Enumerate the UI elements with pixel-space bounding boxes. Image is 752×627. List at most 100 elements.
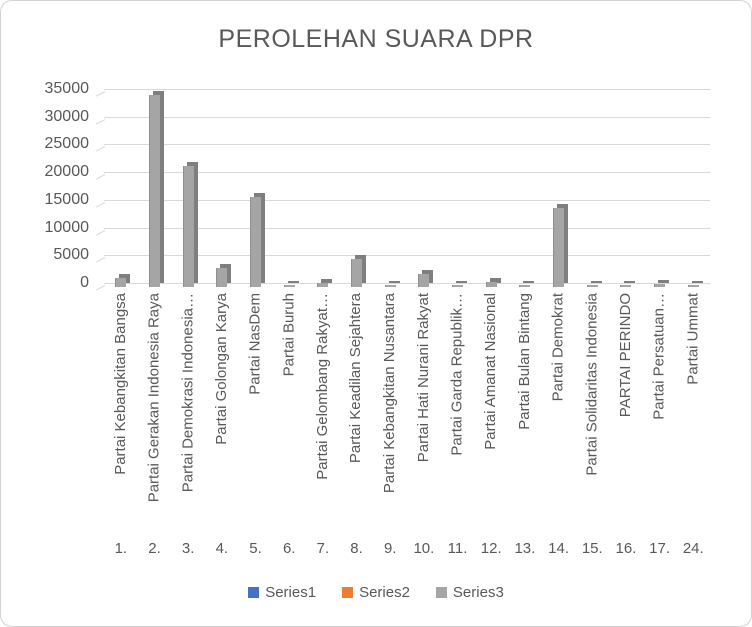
gridline [104, 227, 710, 229]
bar-slot [407, 93, 441, 287]
legend-label: Series3 [452, 583, 504, 601]
bar-slot [272, 93, 306, 287]
y-tick-label: 25000 [44, 135, 90, 153]
chart-title: PEROLEHAN SUARA DPR [218, 25, 534, 53]
category-number: 1. [114, 540, 128, 557]
bar-slot [609, 93, 643, 287]
category-label: Partai Amanat Nasional [482, 293, 500, 450]
category-label-slot: Partai Kebangkitan Nusantara [373, 291, 407, 531]
bar[interactable] [384, 285, 396, 287]
category-label-slot: Partai Hati Nurani Rakyat [407, 291, 441, 531]
gridline [104, 144, 710, 146]
category-label: Partai Kebangkitan Bangsa [111, 293, 129, 475]
legend-swatch-icon [342, 586, 354, 598]
y-tick-label: 0 [80, 274, 89, 291]
gridline [104, 199, 710, 201]
bar[interactable] [485, 281, 497, 287]
bar[interactable] [149, 94, 160, 287]
category-label-slot: Partai Demokrasi Indonesia… [171, 291, 205, 531]
bar-slot [575, 93, 609, 287]
legend-label: Series2 [359, 583, 410, 601]
bar-slot [542, 93, 576, 287]
category-number: 14. [548, 540, 569, 557]
category-number: 7. [316, 540, 330, 557]
category-number: 24. [682, 540, 704, 557]
x-axis-numbers: 1. 2. 3. 4. 5. 6. 7. 8. 9. 10. 11. 12. 13. 14. 15. 16. 1… [104, 540, 710, 560]
legend-item-series3[interactable]: Series3 [435, 583, 504, 601]
bar-slot [239, 93, 273, 287]
bar-slot [340, 93, 374, 287]
bar[interactable] [586, 284, 598, 287]
category-label-slot: Partai Persatuan… [643, 291, 677, 531]
category-number: 9. [383, 540, 397, 557]
category-label: Partai Keadilan Sejahtera [347, 293, 365, 464]
y-axis: 35000 30000 25000 20000 15000 10000 5000 0 [19, 80, 90, 291]
bar[interactable] [687, 285, 699, 287]
category-label-slot: Partai Golongan Karya [205, 291, 239, 531]
gridline [104, 89, 710, 90]
category-number: 15. [581, 540, 603, 557]
category-number: 3. [181, 540, 195, 557]
bar[interactable] [283, 285, 295, 287]
category-label: Partai Demokrat [549, 293, 567, 402]
category-number: 6. [282, 540, 296, 557]
bar[interactable] [182, 165, 194, 287]
y-tick-label: 15000 [44, 190, 90, 208]
category-label: Partai Buruh [280, 293, 298, 377]
bar[interactable] [654, 284, 666, 287]
bar-slot [171, 93, 205, 287]
gridline [104, 283, 710, 284]
bar-slot [643, 93, 677, 287]
gridline [104, 116, 710, 118]
bar[interactable] [115, 278, 127, 287]
category-label: Partai Persatuan… [650, 293, 668, 420]
legend-item-series2[interactable]: Series2 [342, 584, 410, 601]
category-number: 10. [413, 540, 435, 557]
bar[interactable] [216, 268, 228, 287]
y-tick-label: 20000 [44, 163, 90, 181]
category-label-slot: Partai Buruh [272, 291, 306, 531]
bar-slot [306, 93, 340, 287]
legend-swatch-icon [435, 586, 447, 598]
legend-swatch-icon [248, 586, 260, 598]
bar[interactable] [418, 274, 430, 287]
category-number: 2. [148, 540, 161, 557]
category-label: Partai Garda Republik… [448, 293, 466, 456]
category-label: Partai Golongan Karya [212, 293, 230, 445]
category-label-slot: Partai Garda Republik… [441, 291, 475, 531]
y-tick-label: 30000 [44, 107, 90, 125]
category-label: Partai Ummat [684, 293, 702, 385]
category-label: PARTAI PERINDO [616, 293, 634, 418]
category-label-slot: Partai Gerakan Indonesia Raya [138, 291, 172, 531]
bar-slot [104, 93, 138, 287]
bar[interactable] [250, 196, 262, 287]
category-label: Partai Solidaritas Indonesia [583, 293, 601, 476]
bar[interactable] [620, 285, 632, 287]
category-label-slot: Partai Kebangkitan Bangsa [104, 291, 138, 531]
bar-slot [138, 93, 172, 287]
x-axis-labels: Partai Kebangkitan Bangsa Partai Gerakan … [104, 291, 710, 531]
category-number: 5. [249, 540, 262, 557]
bar-slot [508, 93, 542, 287]
category-label-slot: Partai Solidaritas Indonesia [575, 291, 609, 531]
legend-item-series1[interactable]: Series1 [248, 584, 316, 601]
bar[interactable] [553, 208, 565, 287]
bar[interactable] [452, 285, 464, 287]
category-label-slot: Partai NasDem [239, 291, 273, 531]
category-number: 17. [649, 540, 671, 557]
bar[interactable] [519, 285, 531, 287]
category-number: 4. [215, 540, 229, 557]
category-label: Partai Hati Nurani Rakyat [414, 293, 432, 463]
bar-slot [205, 93, 239, 287]
bar-slot [373, 93, 407, 287]
bar-slot [441, 93, 475, 287]
bar[interactable] [351, 258, 363, 287]
category-label-slot: Partai Gelombang Rakyat… [306, 291, 340, 531]
gridline [104, 172, 710, 174]
bar-slot [676, 93, 710, 287]
category-label-slot: Partai Keadilan Sejahtera [340, 291, 374, 531]
category-label: Partai Gelombang Rakyat… [313, 293, 331, 480]
legend: Series1 Series2 Series3 [1, 581, 751, 603]
bar[interactable] [317, 282, 329, 287]
